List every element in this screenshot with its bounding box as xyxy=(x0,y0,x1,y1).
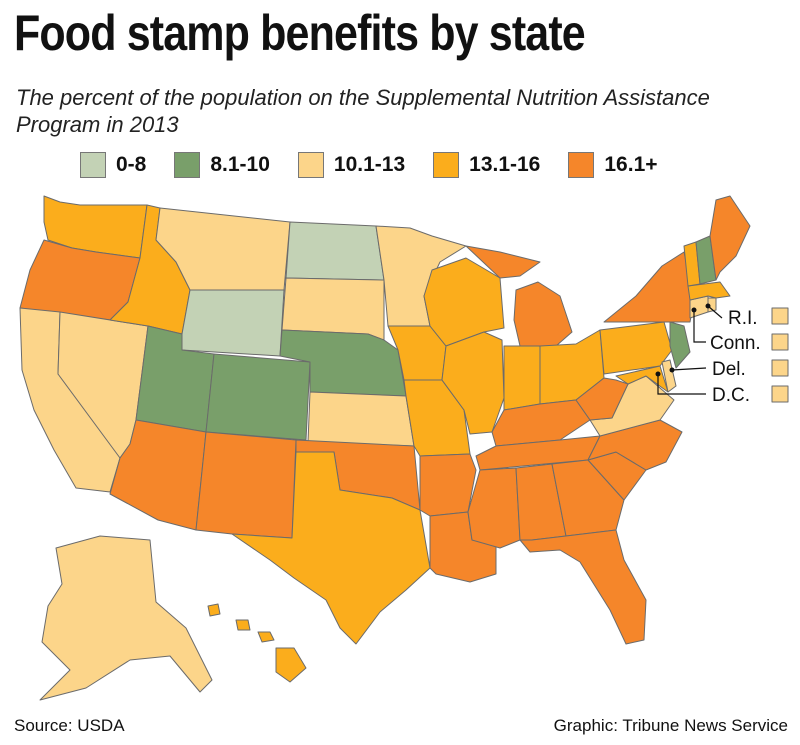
callout-label-del: Del. xyxy=(712,359,746,380)
state-wyoming[interactable] xyxy=(181,289,285,357)
callout-dot-del xyxy=(669,367,675,373)
state-massachusetts[interactable] xyxy=(687,281,731,301)
state-florida[interactable] xyxy=(519,529,647,645)
legend-item-4: 16.1+ xyxy=(568,152,658,178)
state-georgia[interactable] xyxy=(551,459,625,537)
state-mississippi[interactable] xyxy=(467,467,521,549)
state-hawaii-big-island[interactable] xyxy=(275,647,307,683)
legend-label-2: 10.1-13 xyxy=(333,153,406,176)
state-wisconsin[interactable] xyxy=(423,257,505,347)
state-north-dakota[interactable] xyxy=(285,221,385,281)
callout-swatch-conn xyxy=(771,333,789,351)
callout-dot-ri xyxy=(705,303,711,309)
state-maine[interactable] xyxy=(709,195,751,281)
legend-swatch-0 xyxy=(80,152,106,178)
state-new-mexico[interactable] xyxy=(195,431,297,539)
state-colorado[interactable] xyxy=(205,353,311,441)
callout-swatch-del xyxy=(771,359,789,377)
legend-label-1: 8.1-10 xyxy=(210,153,270,176)
state-pennsylvania[interactable] xyxy=(599,321,673,375)
state-maryland[interactable] xyxy=(615,365,669,393)
legend-item-2: 10.1-13 xyxy=(297,152,406,178)
callout-label-conn: Conn. xyxy=(710,333,761,354)
legend-swatch-3 xyxy=(433,152,460,178)
source-note: Source: USDA xyxy=(14,716,125,735)
state-new-york[interactable] xyxy=(603,251,695,323)
callout-line-del xyxy=(671,367,707,371)
state-indiana[interactable] xyxy=(503,345,541,411)
map-title: Food stamp benefits by state xyxy=(14,5,586,61)
legend-item-0: 0-8 xyxy=(80,152,146,178)
callout-line-dc xyxy=(657,374,706,395)
legend-swatch-4 xyxy=(568,152,595,178)
map-subtitle: The percent of the population on the Sup… xyxy=(16,85,710,137)
callout-line-ri xyxy=(707,305,723,319)
callout-swatch-dc xyxy=(771,385,789,403)
state-kansas[interactable] xyxy=(307,391,415,447)
callout-swatch-ri xyxy=(771,307,789,325)
state-new-jersey[interactable] xyxy=(669,321,691,369)
callout-dot-conn xyxy=(691,307,697,313)
state-alaska[interactable] xyxy=(39,535,213,701)
legend-swatch-1 xyxy=(174,152,201,178)
callout-label-ri: R.I. xyxy=(728,308,758,329)
state-hawaii-maui[interactable] xyxy=(257,631,275,643)
callout-dot-dc xyxy=(655,371,661,377)
state-arkansas[interactable] xyxy=(419,453,477,517)
state-texas[interactable] xyxy=(231,451,431,645)
state-michigan[interactable] xyxy=(513,281,573,347)
legend-swatch-2 xyxy=(297,152,324,178)
state-hawaii-kauai[interactable] xyxy=(207,603,221,617)
legend-item-3: 13.1-16 xyxy=(433,152,540,178)
legend-label-3: 13.1-16 xyxy=(469,153,541,176)
state-michigan-upper[interactable] xyxy=(465,245,541,279)
state-hawaii-oahu[interactable] xyxy=(235,619,251,631)
legend: 0-8 8.1-10 10.1-13 13.1-16 16.1+ xyxy=(80,152,686,178)
legend-label-4: 16.1+ xyxy=(604,153,658,176)
credit-note: Graphic: Tribune News Service xyxy=(553,716,788,735)
legend-label-0: 0-8 xyxy=(116,153,147,176)
legend-item-1: 8.1-10 xyxy=(174,152,270,178)
callout-line-conn xyxy=(693,310,706,343)
state-delaware[interactable] xyxy=(661,359,677,393)
callout-label-dc: D.C. xyxy=(712,385,750,406)
